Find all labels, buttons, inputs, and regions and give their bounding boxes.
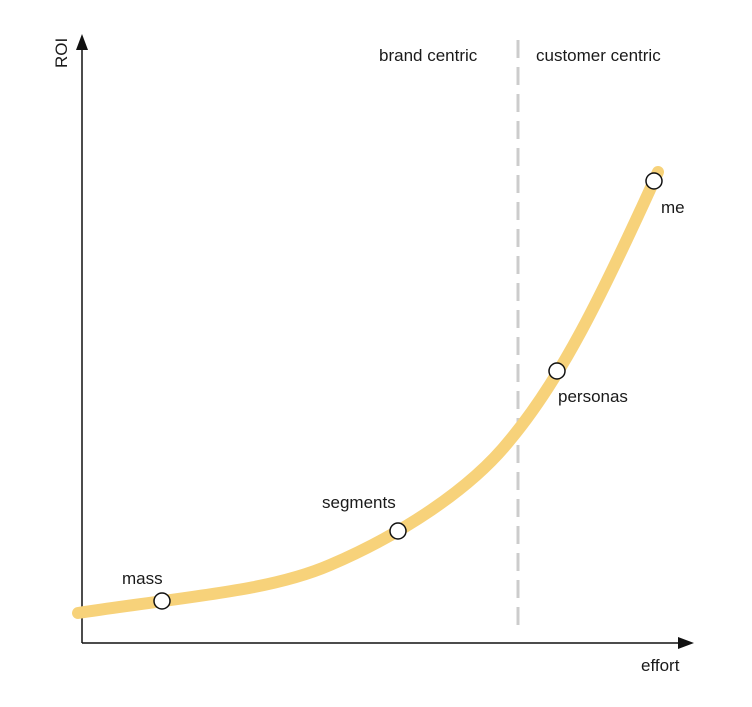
- point-personas-marker: [548, 362, 566, 380]
- point-mass-marker: [153, 592, 171, 610]
- y-axis-label: ROI: [52, 38, 71, 68]
- region-left-label: brand centric: [379, 46, 478, 65]
- y-axis-arrowhead: [76, 34, 88, 50]
- point-mass-label: mass: [122, 569, 163, 588]
- region-right-label: customer centric: [536, 46, 661, 65]
- point-me-label: me: [661, 198, 685, 217]
- point-me-marker: [645, 172, 663, 190]
- x-axis-label: effort: [641, 656, 680, 675]
- point-segments-label: segments: [322, 493, 396, 512]
- point-segments-marker: [389, 522, 407, 540]
- point-personas-label: personas: [558, 387, 628, 406]
- roi-curve: [72, 166, 664, 619]
- x-axis-arrowhead: [678, 637, 694, 649]
